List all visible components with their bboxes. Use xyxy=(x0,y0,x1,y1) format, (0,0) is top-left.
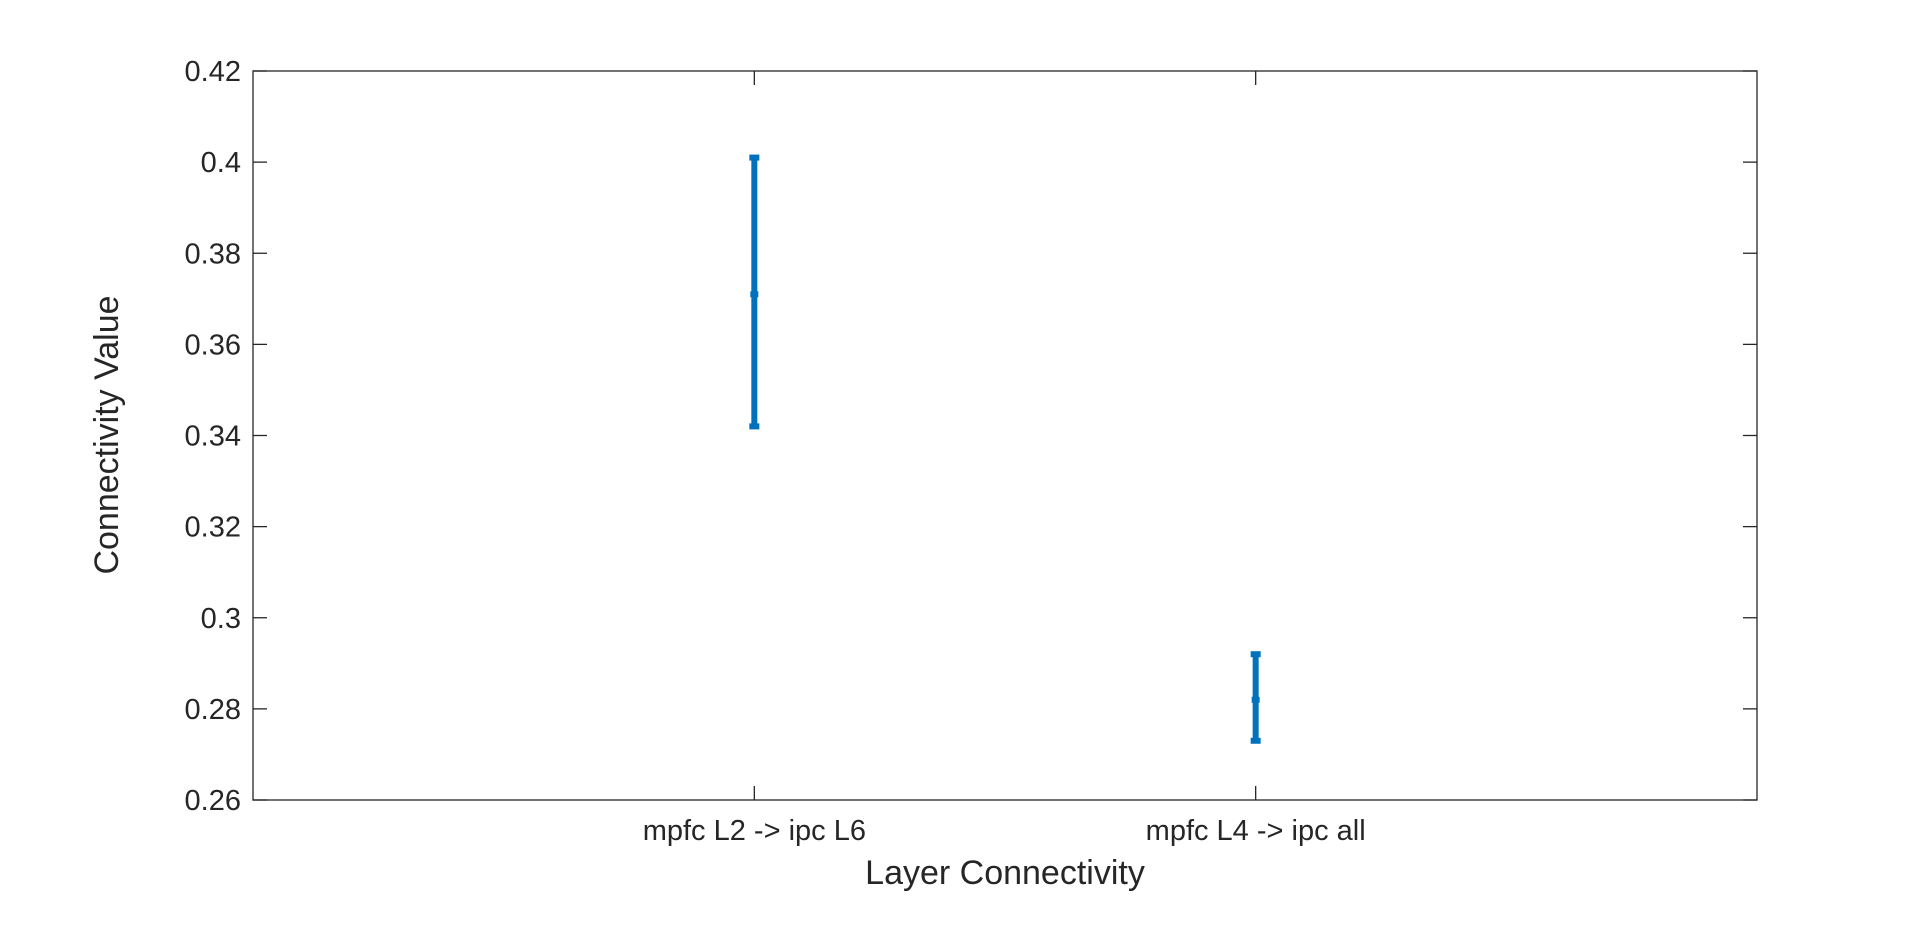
x-tick-label: mpfc L4 -> ipc all xyxy=(1146,815,1366,847)
mean-marker xyxy=(750,291,759,298)
y-tick-label: 0.28 xyxy=(185,694,241,726)
y-axis: 0.26 0.28 0.3 0.32 0.34 0.36 0.38 0.4 0.42 xyxy=(185,56,1757,817)
y-tick-label: 0.32 xyxy=(185,512,241,544)
x-axis: mpfc L2 -> ipc L6 mpfc L4 -> ipc all xyxy=(643,71,1366,847)
y-axis-title: Connectivity Value xyxy=(88,295,126,574)
x-axis-title: Layer Connectivity xyxy=(865,854,1145,892)
plot-area-border xyxy=(252,70,1758,801)
y-tick-label: 0.3 xyxy=(201,603,241,635)
y-tick-label: 0.38 xyxy=(185,238,241,270)
x-tick-label: mpfc L2 -> ipc L6 xyxy=(643,815,866,847)
mean-marker xyxy=(1251,696,1260,703)
series-layer xyxy=(749,154,1261,744)
y-tick-label: 0.36 xyxy=(185,329,241,361)
y-tick-label: 0.26 xyxy=(185,785,241,817)
y-tick-label: 0.42 xyxy=(185,56,241,88)
y-tick-label: 0.4 xyxy=(201,147,241,179)
y-tick-label: 0.34 xyxy=(185,421,241,453)
